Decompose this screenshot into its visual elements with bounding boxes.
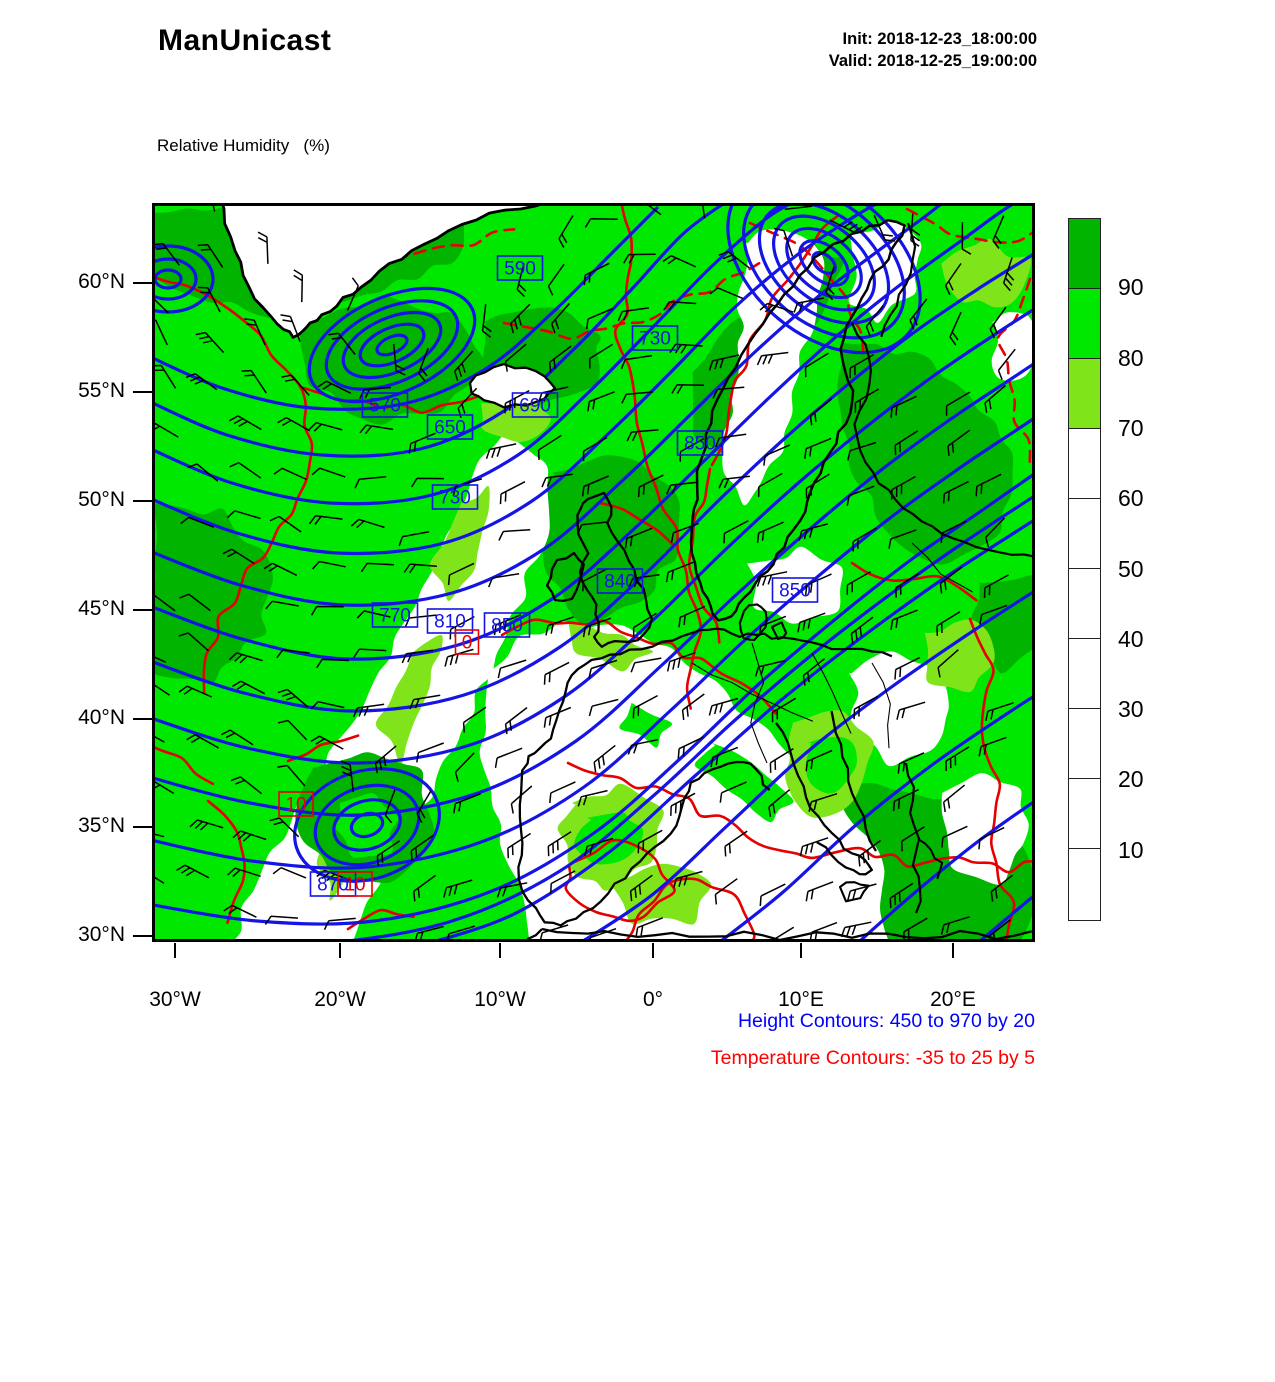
svg-text:730: 730 [639, 329, 671, 350]
colorbar-cell [1069, 288, 1100, 359]
svg-text:650: 650 [434, 418, 466, 439]
x-tick-mark [800, 943, 803, 958]
height-contour-label: 770 [371, 602, 419, 628]
x-tick-label: 10°W [474, 988, 526, 1011]
temperature-contours-note: Temperature Contours: -35 to 25 by 5 [710, 1047, 1035, 1069]
height-contour-label: 850 [771, 577, 819, 603]
temperature-contour-label: 0 [454, 629, 480, 655]
colorbar-tick-label: 80 [1118, 344, 1144, 371]
svg-text:770: 770 [379, 606, 411, 627]
colorbar-cell [1069, 358, 1100, 429]
y-tick-mark [133, 826, 152, 829]
svg-text:0: 0 [462, 633, 473, 654]
colorbar-cell [1069, 498, 1100, 569]
colorbar-tick-label: 30 [1118, 696, 1144, 723]
map-plot: 590 730 570 690 650 730 850 840 770 810 850 850 870 0… [152, 203, 1035, 942]
height-contour-label: 870 [309, 871, 357, 897]
y-tick-mark [133, 282, 152, 285]
weather-map-canvas: 590 730 570 690 650 730 850 840 770 810 850 850 870 0… [152, 203, 1035, 942]
colorbar-cell [1069, 848, 1100, 919]
colorbar-tick-label: 60 [1118, 485, 1144, 512]
map-border [152, 203, 1035, 942]
y-tick-mark [133, 500, 152, 503]
svg-text:730: 730 [439, 488, 471, 509]
y-tick-label: 40°N [78, 706, 125, 729]
x-tick-mark [339, 943, 342, 958]
x-tick-label: 20°E [930, 988, 976, 1011]
height-contour-label: 730 [431, 484, 479, 510]
svg-text:810: 810 [434, 612, 466, 633]
height-contour-label: 570 [361, 392, 409, 418]
y-tick-label: 35°N [78, 814, 125, 837]
svg-text:850: 850 [779, 581, 811, 602]
x-tick-mark [499, 943, 502, 958]
x-tick-mark [952, 943, 955, 958]
y-tick-label: 50°N [78, 488, 125, 511]
svg-text:870: 870 [317, 875, 349, 896]
x-tick-label: 10°E [778, 988, 824, 1011]
svg-text:590: 590 [504, 259, 536, 280]
svg-text:840: 840 [604, 572, 636, 593]
colorbar-tick-label: 10 [1118, 836, 1144, 863]
colorbar-tick-label: 50 [1118, 555, 1144, 582]
height-contour-label: 850 [676, 430, 724, 456]
y-tick-mark [133, 935, 152, 938]
svg-text:850: 850 [491, 616, 523, 637]
y-tick-label: 30°N [78, 923, 125, 946]
svg-text:850: 850 [684, 434, 716, 455]
height-contour-label: 730 [631, 325, 679, 351]
colorbar-tick-label: 90 [1118, 274, 1144, 301]
y-tick-label: 60°N [78, 270, 125, 293]
colorbar-cell [1069, 219, 1100, 289]
colorbar-cell [1069, 428, 1100, 499]
svg-text:570: 570 [369, 396, 401, 417]
colorbar-cell [1069, 638, 1100, 709]
x-tick-label: 30°W [149, 988, 201, 1011]
height-contour-label: 840 [596, 568, 644, 594]
x-tick-mark [652, 943, 655, 958]
y-tick-label: 45°N [78, 597, 125, 620]
svg-text:690: 690 [519, 396, 551, 417]
colorbar [1068, 218, 1101, 921]
colorbar-cell [1069, 708, 1100, 779]
y-tick-mark [133, 718, 152, 721]
x-tick-mark [174, 943, 177, 958]
init-timestamp: Init: 2018-12-23_18:00:00 [842, 30, 1037, 48]
temperature-contour-label: 10 [337, 871, 373, 897]
colorbar-cell [1069, 778, 1100, 849]
colorbar-tick-label: 40 [1118, 625, 1144, 652]
y-tick-mark [133, 391, 152, 394]
x-tick-label: 0° [642, 988, 664, 1011]
colorbar-tick-label: 20 [1118, 766, 1144, 793]
variable-line: Relative Humidity (%) [157, 136, 330, 155]
height-contour-label: 590 [496, 255, 544, 281]
temperature-contour-label: 10 [278, 791, 314, 817]
height-contour-label: 810 [426, 608, 474, 634]
timestamps: Init: 2018-12-23_18:00:00 Valid: 2018-12… [829, 28, 1037, 72]
y-tick-label: 55°N [78, 379, 125, 402]
svg-text:10: 10 [285, 795, 306, 816]
colorbar-tick-label: 70 [1118, 414, 1144, 441]
x-tick-label: 20°W [314, 988, 366, 1011]
height-contour-label: 850 [483, 612, 531, 638]
height-contours-note: Height Contours: 450 to 970 by 20 [737, 1010, 1035, 1032]
colorbar-cell [1069, 568, 1100, 639]
svg-text:10: 10 [344, 875, 365, 896]
y-tick-mark [133, 609, 152, 612]
valid-timestamp: Valid: 2018-12-25_19:00:00 [828, 52, 1037, 70]
height-contour-label: 650 [426, 414, 474, 440]
page-title: ManUnicast [158, 24, 332, 57]
height-contour-label: 690 [511, 392, 559, 418]
